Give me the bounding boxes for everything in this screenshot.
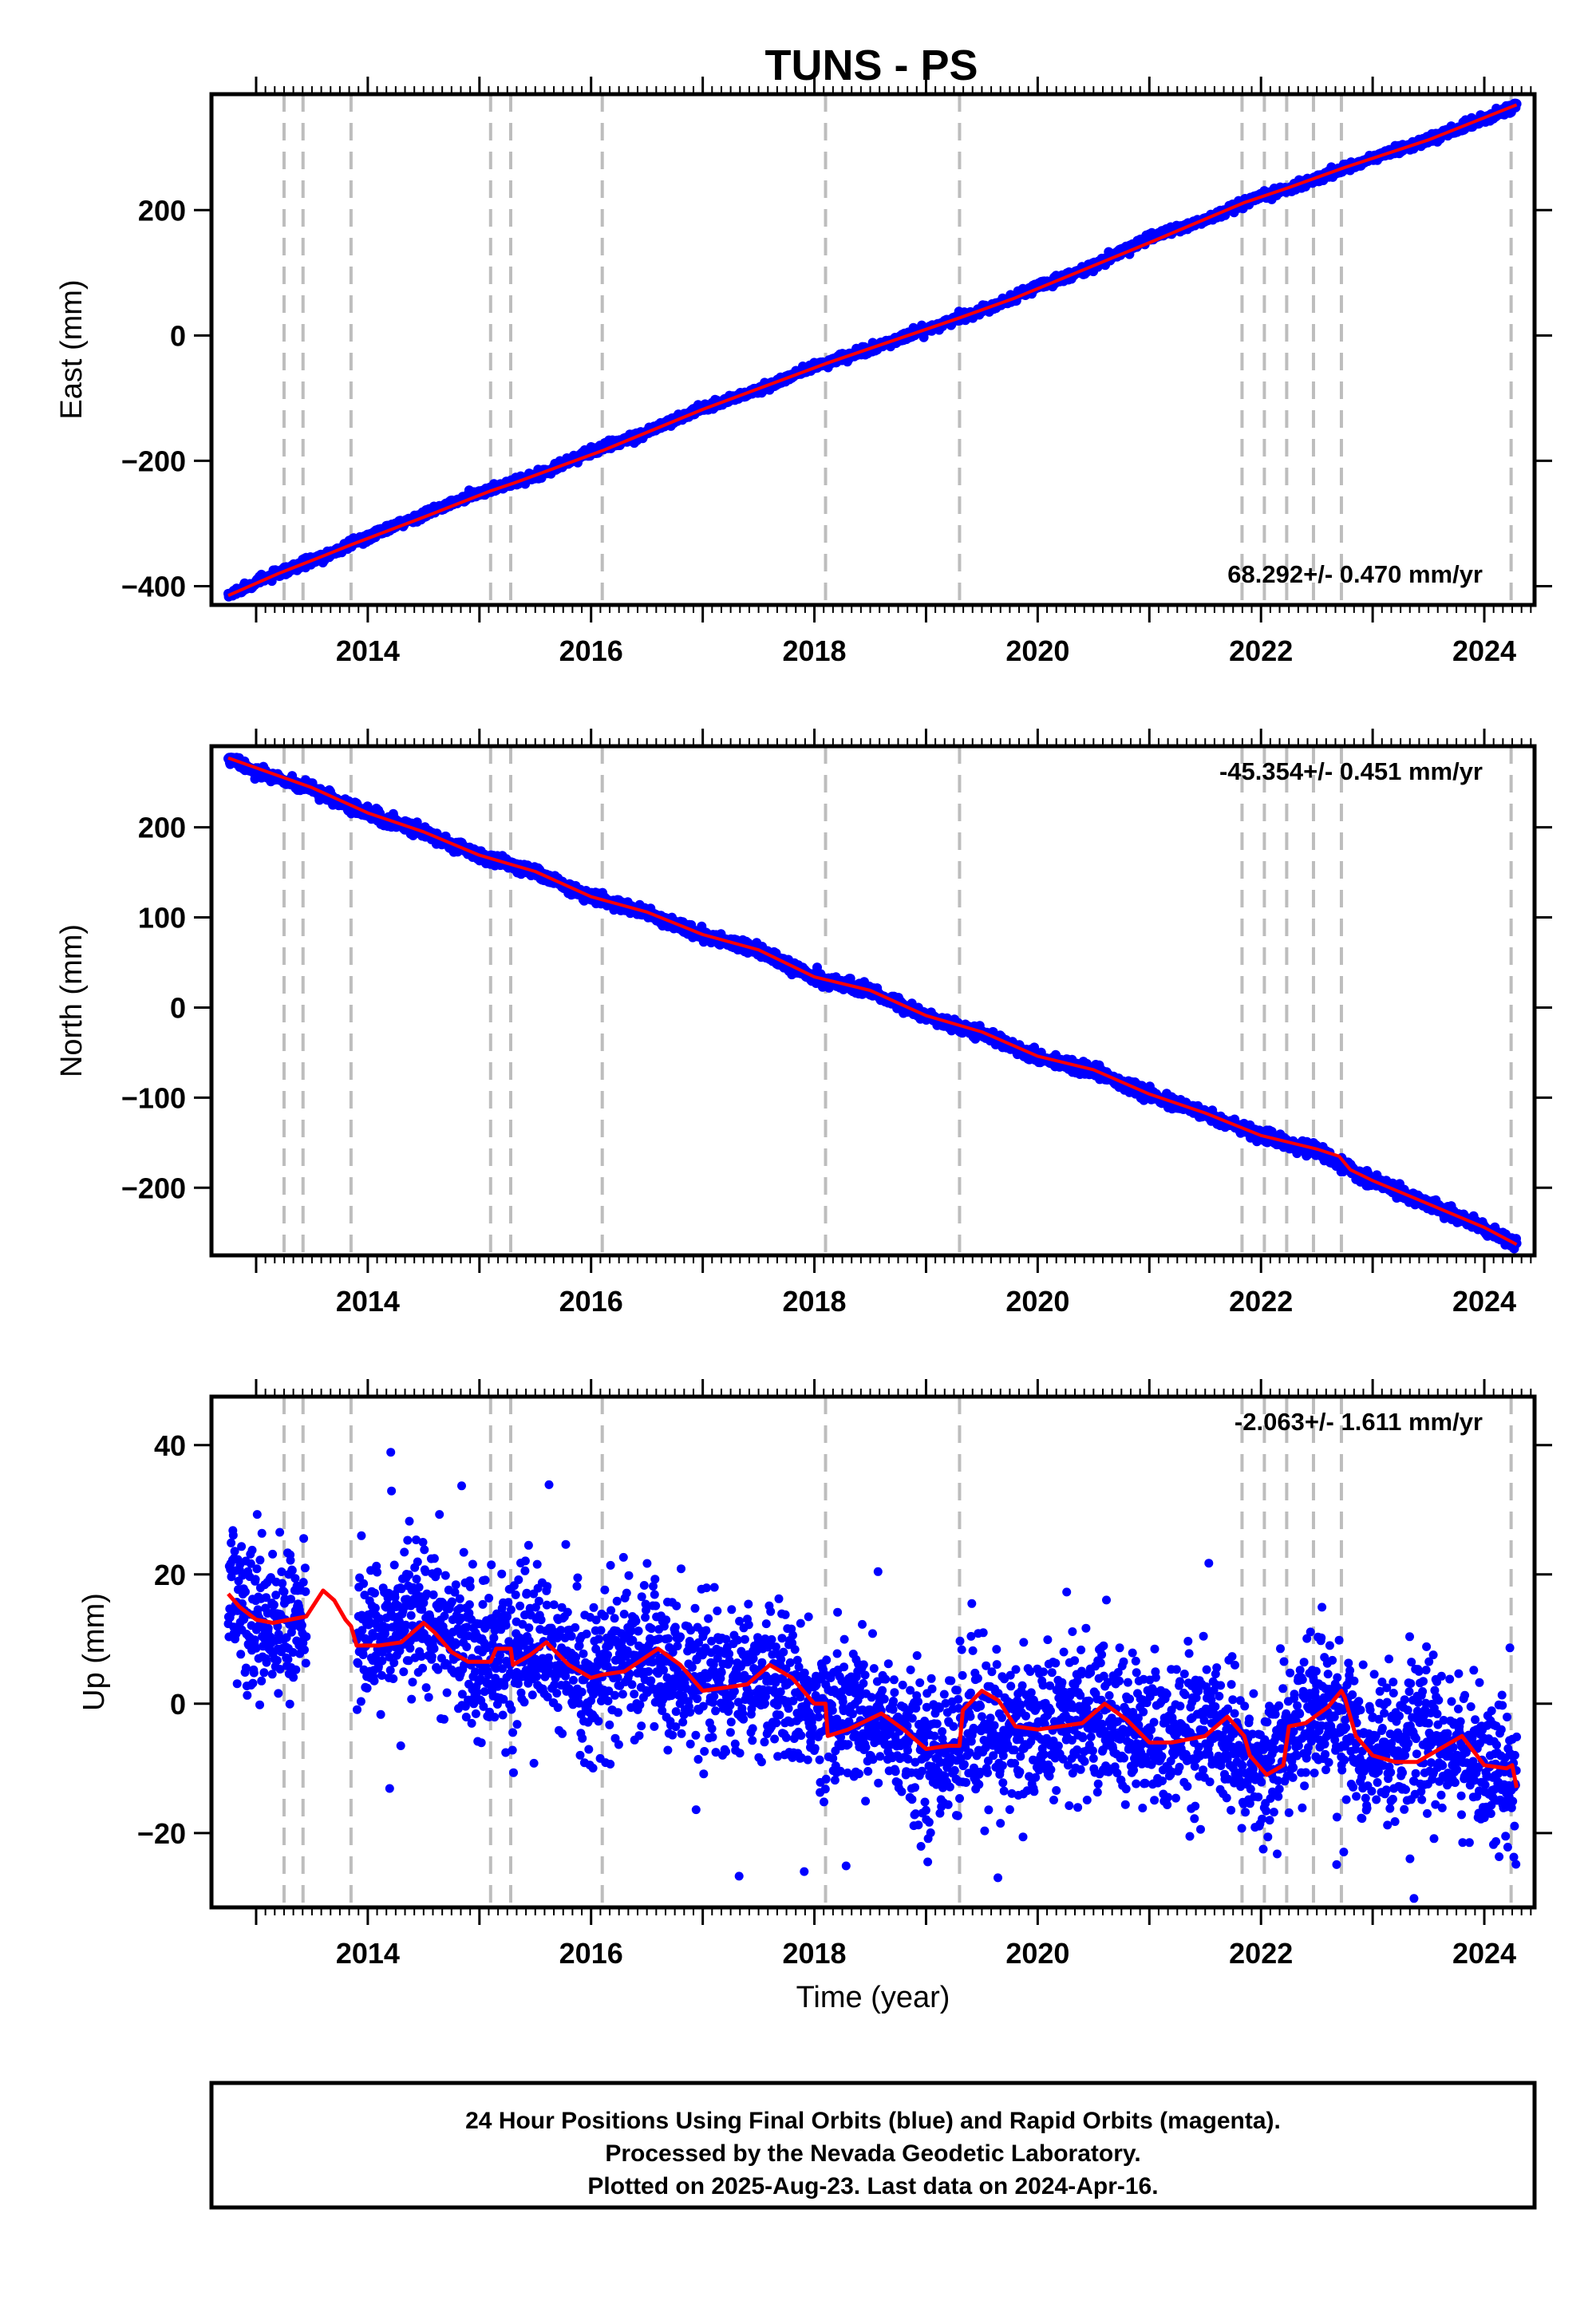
- y-tick-label: −200: [121, 445, 186, 477]
- y-tick-label: 200: [138, 194, 186, 227]
- panel-east: −400 −200 0 200 2014 2016 2018 2020 2022 2024 East…: [55, 77, 1552, 667]
- observation-points: [223, 753, 1522, 1254]
- panel-frame: [209, 92, 1537, 607]
- x-tick-label: 2018: [782, 634, 846, 667]
- x-tick-label: 2024: [1452, 634, 1516, 667]
- figure-title: TUNS - PS: [764, 41, 978, 89]
- data-point: [1029, 1042, 1040, 1053]
- x-tick-label: 2016: [559, 634, 623, 667]
- fit-line: [227, 103, 1518, 598]
- y-axis-label: East (mm): [55, 279, 89, 419]
- x-tick-label: 2022: [1229, 634, 1293, 667]
- y-tick-label: 0: [170, 319, 186, 352]
- rate-label: 68.292+/- 0.470 mm/yr: [1227, 560, 1483, 588]
- y-tick-label: −400: [121, 570, 186, 603]
- x-tick-label: 2020: [1005, 634, 1069, 667]
- x-tick-label: 2014: [336, 634, 400, 667]
- panels: −400 −200 0 200 2014 2016 2018 2020 2022 2024 East…: [55, 77, 1552, 2014]
